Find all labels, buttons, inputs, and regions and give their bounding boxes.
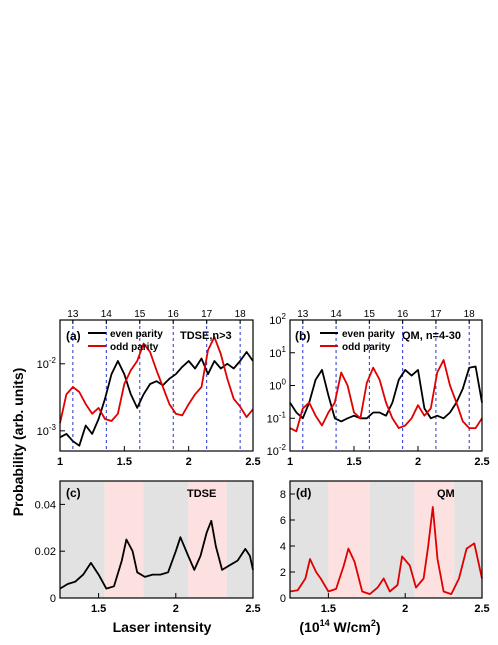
y-tick-label: 0 — [50, 593, 56, 605]
x-tick-label: 2.5 — [245, 603, 260, 615]
x-tick-label: 1.5 — [346, 456, 361, 468]
top-tick-label: 14 — [331, 309, 343, 320]
panel-annotation: TDSE,n>3 — [180, 330, 232, 342]
top-tick-label: 18 — [464, 309, 476, 320]
plot-root: 13 14 15 16 17 181 1.5 2 2.510-310-2(a) TDSE,n>3e… — [35, 309, 490, 615]
panel-label: (b) — [295, 329, 310, 343]
top-tick-label: 18 — [235, 309, 247, 320]
series-line-0 — [59, 519, 254, 590]
legend-label: even parity — [342, 329, 395, 340]
x-tick-label: 2.5 — [245, 456, 260, 468]
y-tick-label: 10-2 — [267, 443, 287, 458]
panel-c: 1.5 2 2.5 0 0.02 0.04 (c) TDSE — [35, 480, 261, 615]
top-tick-label: 13 — [297, 309, 309, 320]
x-tick-label: 2 — [415, 456, 421, 468]
x-tick-label: 1.5 — [117, 456, 132, 468]
y-tick-label: 8 — [280, 489, 286, 501]
x-tick-label: 2.5 — [474, 603, 489, 615]
panel-b: 13 14 15 16 17 18 1 1.5 2 2.5 10-2 10-1 100 101 102 (b)… — [267, 309, 490, 468]
y-tick-label: 10-2 — [37, 356, 57, 371]
y-tick-label: 4 — [280, 541, 286, 553]
panel-annotation: QM, n=4-30 — [402, 330, 461, 342]
band-3 — [188, 481, 227, 598]
y-tick-label: 0.02 — [35, 546, 56, 558]
band-1 — [328, 481, 370, 598]
y-tick-label: 2 — [280, 567, 286, 579]
y-tick-label: 101 — [269, 345, 286, 360]
top-tick-label: 17 — [430, 309, 442, 320]
legend-label: odd parity — [342, 342, 391, 353]
y-tick-label: 100 — [269, 378, 286, 393]
panel-label: (c) — [66, 486, 81, 500]
plot-frame — [59, 319, 254, 452]
plot-frame — [59, 480, 254, 599]
panel-d: 1.5 2 2.5 0 2 4 6 8 (d) QM — [280, 480, 490, 615]
top-tick-label: 16 — [168, 309, 180, 320]
panel-annotation: TDSE — [187, 488, 216, 500]
panel-a: 13 14 15 16 17 18 1 1.5 2 2.5 10-3 10-2 (a) TDSE,n>3 e… — [37, 309, 261, 468]
band-0 — [290, 481, 329, 598]
top-tick-label: 17 — [201, 309, 213, 320]
legend-label: odd parity — [110, 342, 159, 353]
series-line-0 — [289, 506, 483, 595]
x-axis-unit: (1014 W/cm2) — [299, 618, 380, 635]
y-tick-label: 6 — [280, 515, 286, 527]
series-line-odd-parity — [289, 359, 483, 433]
band-0 — [60, 481, 105, 598]
x-tick-label: 2 — [173, 603, 179, 615]
y-tick-label: 102 — [269, 312, 286, 327]
legend-label: even parity — [110, 329, 163, 340]
band-3 — [414, 481, 455, 598]
top-tick-label: 16 — [397, 309, 409, 320]
panel-annotation: QM — [437, 488, 455, 500]
x-tick-label: 2 — [402, 603, 408, 615]
top-tick-label: 15 — [364, 309, 376, 320]
band-1 — [104, 481, 144, 598]
x-axis-title: Laser intensity — [113, 619, 212, 635]
panel-label: (a) — [66, 329, 81, 343]
series-line-odd-parity — [59, 336, 254, 424]
y-tick-label: 10-1 — [267, 410, 287, 425]
y-tick-label: 0 — [280, 593, 286, 605]
x-tick-label: 1 — [57, 456, 63, 468]
band-4 — [226, 481, 253, 598]
panel-label: (d) — [296, 486, 311, 500]
x-tick-label: 1.5 — [91, 603, 106, 615]
series-line-even-parity — [59, 351, 254, 447]
x-tick-label: 2.5 — [474, 456, 489, 468]
y-tick-label: 10-3 — [37, 423, 57, 438]
series-line-even-parity — [289, 365, 483, 423]
top-tick-label: 15 — [134, 309, 146, 320]
top-tick-label: 14 — [101, 309, 113, 320]
top-tick-label: 13 — [67, 309, 79, 320]
plot-frame — [289, 480, 483, 599]
x-tick-label: 1 — [287, 456, 293, 468]
band-2 — [369, 481, 415, 598]
x-tick-label: 2 — [186, 456, 192, 468]
x-tick-label: 1.5 — [321, 603, 336, 615]
y-tick-label: 0.04 — [35, 499, 56, 511]
y-axis-title: Probability (arb. units) — [10, 368, 26, 517]
